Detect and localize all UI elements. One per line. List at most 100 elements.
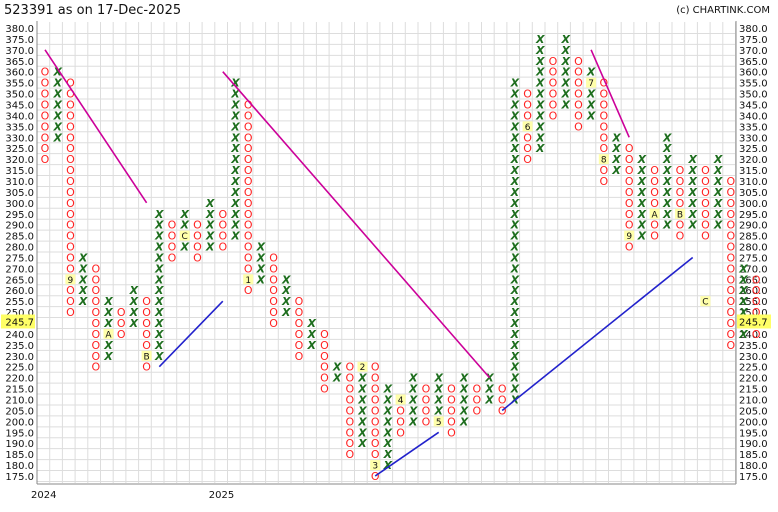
o-box: O	[345, 448, 354, 461]
y-tick-label: 230.0	[5, 352, 34, 363]
o-box: O	[574, 66, 583, 79]
o-box: O	[599, 77, 608, 90]
x-tick-label: 2024	[31, 490, 56, 501]
o-box: O	[269, 284, 278, 297]
o-box: O	[168, 219, 177, 232]
o-box: O	[244, 186, 253, 199]
y-tick-label: 215.0	[5, 385, 34, 396]
o-box: O	[447, 415, 456, 428]
x-box: X	[103, 317, 113, 330]
x-box: X	[408, 394, 418, 407]
last-price-tag-right	[737, 314, 771, 329]
o-box: O	[218, 230, 227, 243]
o-box: O	[447, 404, 456, 417]
o-box: O	[447, 426, 456, 439]
o-box: O	[422, 404, 431, 417]
month-marker-bg	[649, 208, 660, 219]
y-tick-label: 280.0	[5, 243, 34, 254]
x-box: X	[713, 219, 723, 232]
y-tick-label: 360.0	[5, 68, 34, 79]
x-box: X	[713, 186, 723, 199]
x-box: X	[662, 208, 672, 221]
y-tick-label: 325.0	[739, 144, 768, 155]
month-marker-bg	[675, 208, 685, 219]
y-tick-label: 190.0	[5, 439, 34, 450]
y-tick-label: 380.0	[739, 24, 768, 35]
y-tick-label: 335.0	[5, 122, 34, 133]
o-box: O	[66, 88, 75, 101]
month-marker: A	[652, 210, 659, 220]
y-tick-label: 325.0	[5, 144, 34, 155]
o-box: O	[549, 109, 558, 122]
o-box: O	[523, 142, 532, 155]
o-box: O	[650, 197, 659, 210]
o-box: O	[371, 361, 380, 374]
o-box: O	[66, 262, 75, 275]
x-box: X	[560, 44, 570, 57]
x-box: X	[78, 295, 88, 308]
x-box: X	[535, 55, 545, 68]
o-box: O	[726, 197, 735, 210]
y-tick-label: 180.0	[739, 461, 768, 472]
o-box: O	[269, 273, 278, 286]
o-box: O	[91, 273, 100, 286]
x-box: X	[687, 219, 697, 232]
x-box: X	[383, 383, 393, 396]
o-box: O	[726, 317, 735, 330]
x-box: X	[662, 175, 672, 188]
x-box: X	[332, 361, 342, 374]
last-price: 245.7 245.7	[1, 314, 771, 329]
o-box: O	[91, 328, 100, 341]
y-tick-label: 340.0	[739, 111, 768, 122]
o-box: O	[371, 470, 380, 483]
x-box: X	[408, 372, 418, 385]
o-box: O	[701, 175, 710, 188]
o-box: O	[66, 164, 75, 177]
o-box: O	[142, 306, 151, 319]
x-box: X	[713, 164, 723, 177]
x-box: X	[459, 394, 469, 407]
o-box: O	[752, 273, 761, 286]
o-box: O	[66, 197, 75, 210]
grid	[36, 21, 737, 485]
y-tick-label: 265.0	[5, 275, 34, 286]
x-box: X	[560, 77, 570, 90]
o-box: O	[320, 383, 329, 396]
o-box: O	[625, 241, 634, 254]
month-marker: C	[702, 298, 708, 308]
x-box: X	[713, 153, 723, 166]
x-box: X	[611, 164, 621, 177]
x-box: X	[256, 241, 266, 254]
o-box: O	[244, 131, 253, 144]
x-box: X	[154, 273, 164, 286]
x-box: X	[560, 88, 570, 101]
x-box: X	[230, 230, 240, 243]
x-box: X	[713, 197, 723, 210]
x-box: X	[230, 131, 240, 144]
o-box: O	[269, 306, 278, 319]
x-box: X	[52, 98, 62, 111]
x-box: X	[738, 328, 748, 341]
resistance-trendline	[590, 49, 630, 138]
month-marker: 3	[372, 462, 378, 472]
x-box: X	[510, 328, 520, 341]
o-box: O	[295, 306, 304, 319]
o-box: O	[345, 415, 354, 428]
y-tick-label: 220.0	[739, 374, 768, 385]
pf-columns: OOOOOOOOOXXXXXXXOOOOOOOOOOOOOOOOOOOOOXXX…	[41, 33, 761, 483]
o-box: O	[371, 448, 380, 461]
o-box: O	[41, 142, 50, 155]
o-box: O	[726, 208, 735, 221]
x-box: X	[357, 383, 367, 396]
y-tick-label: 260.0	[739, 286, 768, 297]
x-box: X	[306, 339, 316, 352]
month-marker: 1	[245, 276, 251, 286]
y-tick-label: 200.0	[739, 417, 768, 428]
x-box: X	[154, 328, 164, 341]
y-tick-label: 265.0	[739, 275, 768, 286]
o-box: O	[320, 372, 329, 385]
x-box: X	[78, 251, 88, 264]
y-tick-label: 195.0	[739, 428, 768, 439]
x-box: X	[52, 131, 62, 144]
